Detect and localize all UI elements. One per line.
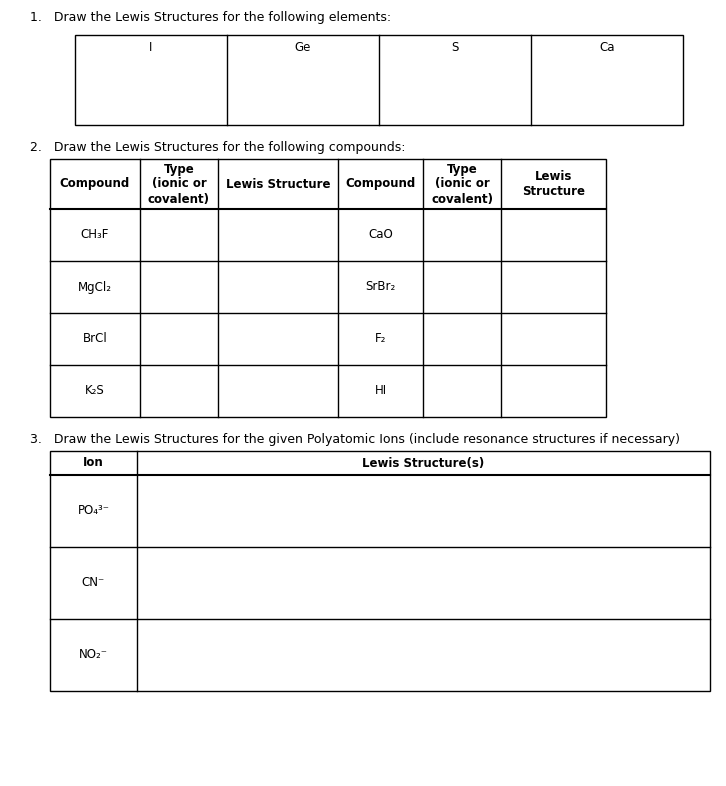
Text: 1.   Draw the Lewis Structures for the following elements:: 1. Draw the Lewis Structures for the fol…: [30, 12, 391, 24]
Text: CaO: CaO: [368, 229, 393, 241]
Text: Type
(ionic or
covalent): Type (ionic or covalent): [148, 163, 210, 205]
Bar: [50, 451, 710, 691]
Text: SrBr₂: SrBr₂: [365, 281, 396, 293]
Text: BrCl: BrCl: [83, 332, 107, 346]
Text: Lewis Structure(s): Lewis Structure(s): [362, 457, 485, 469]
Text: K₂S: K₂S: [85, 384, 105, 398]
Text: F₂: F₂: [375, 332, 386, 346]
Text: NO₂⁻: NO₂⁻: [79, 648, 108, 662]
Text: S: S: [452, 41, 459, 54]
Text: I: I: [150, 41, 152, 54]
Text: CH₃F: CH₃F: [81, 229, 109, 241]
Text: Lewis Structure: Lewis Structure: [226, 178, 330, 190]
Text: CN⁻: CN⁻: [82, 576, 105, 590]
Text: Type
(ionic or
covalent): Type (ionic or covalent): [431, 163, 493, 205]
Text: Ge: Ge: [295, 41, 311, 54]
Text: Ca: Ca: [599, 41, 615, 54]
Text: Ion: Ion: [83, 457, 104, 469]
Text: HI: HI: [375, 384, 386, 398]
Text: 3.   Draw the Lewis Structures for the given Polyatomic Ions (include resonance : 3. Draw the Lewis Structures for the giv…: [30, 432, 680, 446]
Text: PO₄³⁻: PO₄³⁻: [78, 505, 110, 517]
Text: Compound: Compound: [346, 178, 415, 190]
Bar: [50, 159, 606, 417]
Text: MgCl₂: MgCl₂: [78, 281, 112, 293]
Text: Compound: Compound: [60, 178, 130, 190]
Text: Lewis
Structure: Lewis Structure: [522, 170, 585, 198]
Text: 2.   Draw the Lewis Structures for the following compounds:: 2. Draw the Lewis Structures for the fol…: [30, 141, 406, 153]
Bar: [75, 35, 683, 125]
